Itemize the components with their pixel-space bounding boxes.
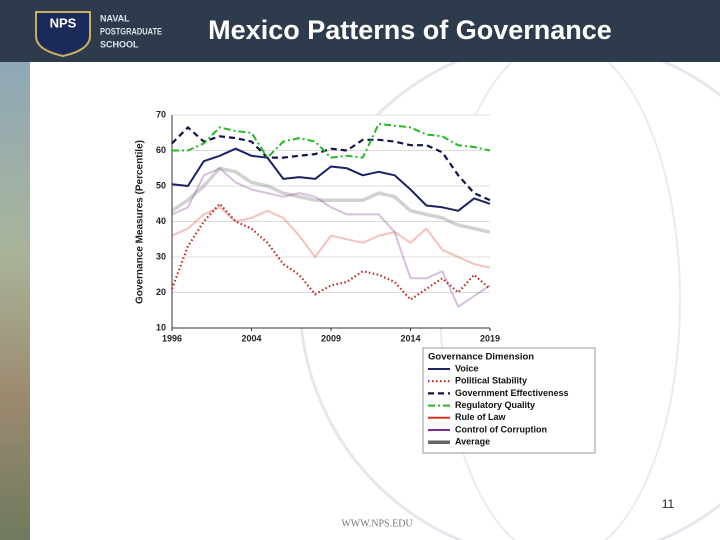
y-tick-label: 30 <box>156 251 166 261</box>
logo-text: NAVAL <box>100 13 130 23</box>
y-tick-label: 60 <box>156 145 166 155</box>
plot-area: 10 20 30 40 50 60 70 1996 2004 2009 2014 2019 <box>156 109 500 343</box>
page-number: 11 <box>662 497 675 511</box>
legend-label: Rule of Law <box>455 412 507 422</box>
header-bar <box>0 0 720 62</box>
campus-strip <box>0 60 30 540</box>
x-tick-label: 1996 <box>162 333 182 343</box>
series-line <box>171 206 491 269</box>
series-line <box>172 122 491 159</box>
y-tick-label: 20 <box>156 287 166 297</box>
y-tick-label: 10 <box>156 322 166 332</box>
series-line <box>171 126 491 202</box>
x-tick-label: 2019 <box>480 333 500 343</box>
legend-label: Regulatory Quality <box>455 400 535 410</box>
y-tick-label: 40 <box>156 216 166 226</box>
series-line <box>171 147 491 212</box>
logo-badge: NPS <box>50 15 77 30</box>
legend-label: Average <box>455 437 490 447</box>
x-tick-label: 2009 <box>321 333 341 343</box>
logo-shield <box>35 11 91 58</box>
legend-label: Control of Corruption <box>455 424 547 434</box>
series-line <box>171 167 491 308</box>
legend-label: Government Effectiveness <box>455 388 569 398</box>
y-tick-label: 70 <box>156 109 166 119</box>
legend-title: Governance Dimension <box>428 352 534 363</box>
logo-text: SCHOOL <box>100 39 139 49</box>
y-axis-label: Governance Measures (Percentile) <box>135 140 146 304</box>
x-tick-label: 2004 <box>241 333 261 343</box>
y-tick-label: 50 <box>156 180 166 190</box>
footer-url: WWW.NPS.EDU <box>341 518 413 529</box>
legend-label: Voice <box>455 363 478 373</box>
legend: Voice Political Stability Government Effec… <box>428 363 569 447</box>
x-tick-label: 2014 <box>400 333 420 343</box>
legend-label: Political Stability <box>455 376 527 386</box>
logo-text: POSTGRADUATE <box>100 26 162 36</box>
legend-box <box>422 347 596 454</box>
series-line <box>171 166 491 234</box>
slide-title: Mexico Patterns of Governance <box>208 15 612 45</box>
